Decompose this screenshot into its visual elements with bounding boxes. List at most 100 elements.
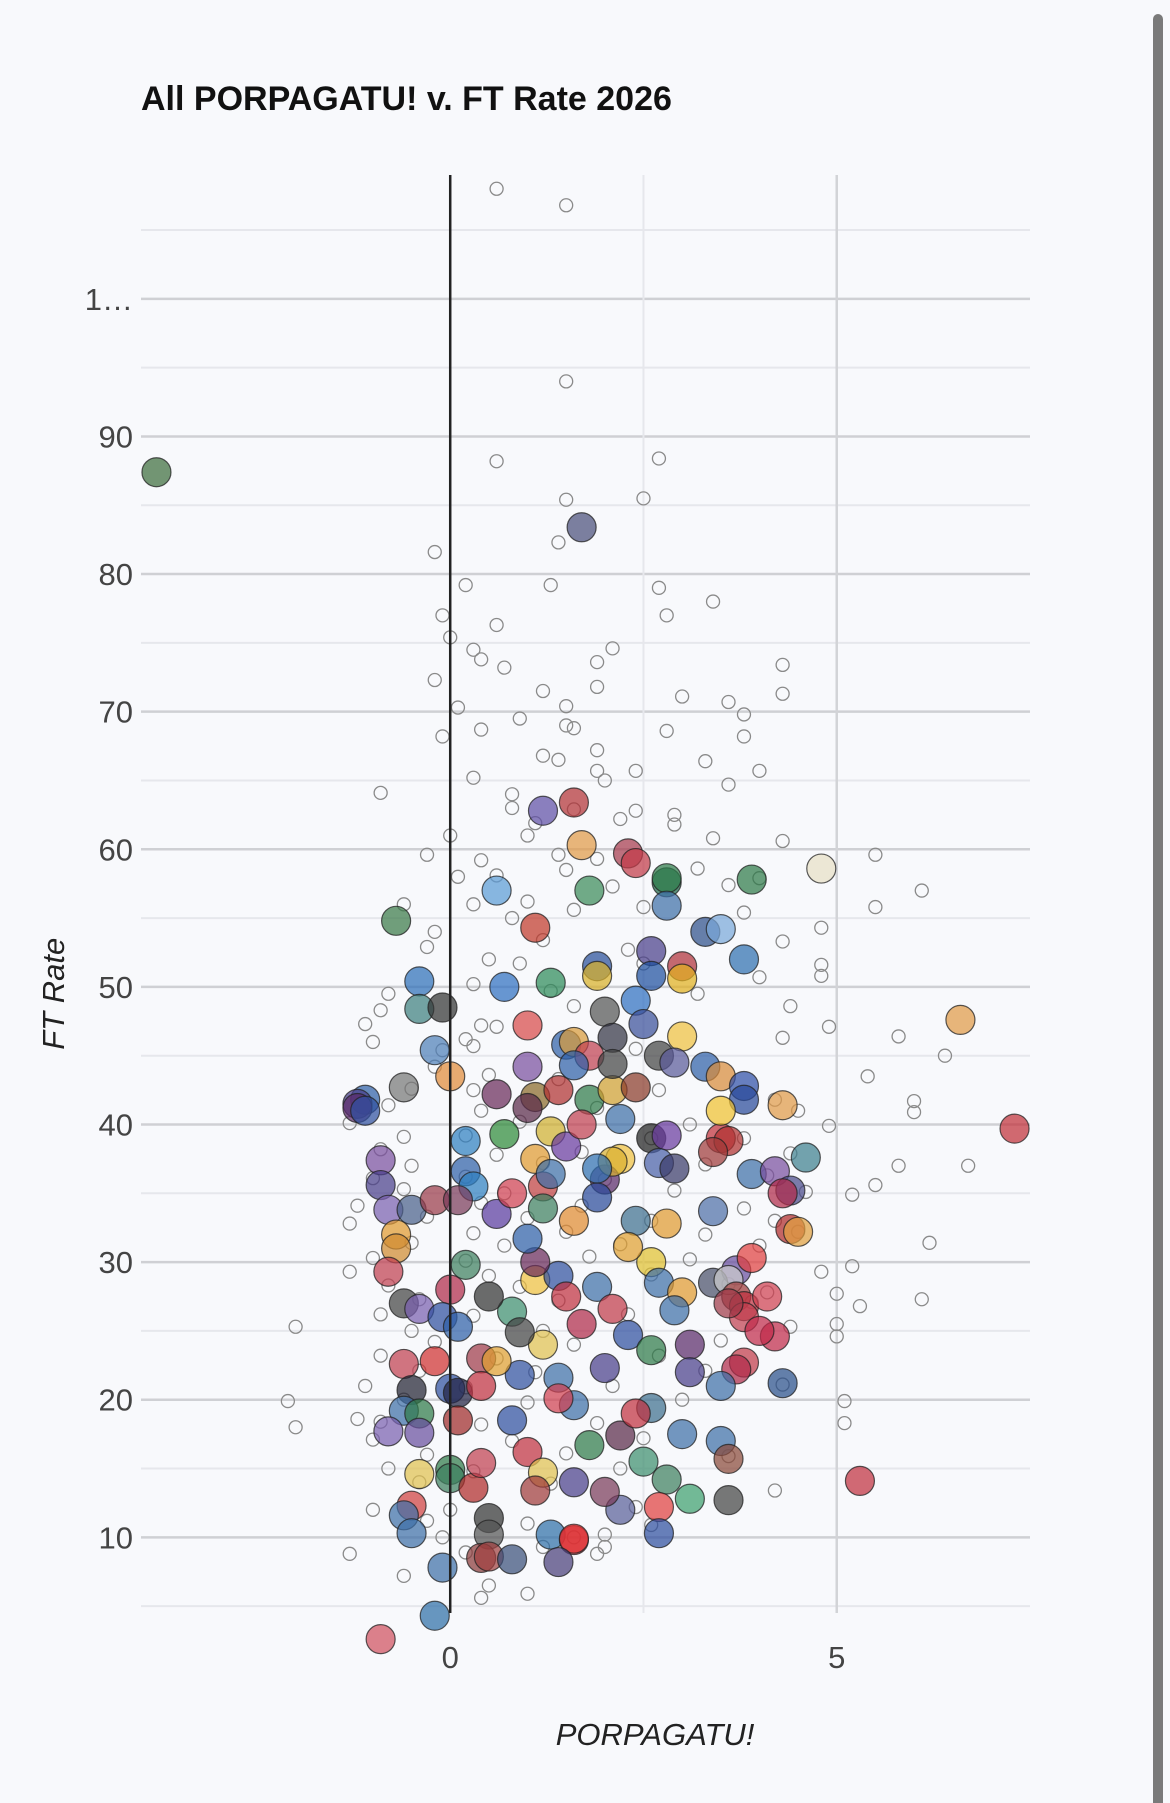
small-data-point — [628, 763, 643, 778]
small-data-point — [435, 729, 450, 744]
small-data-point — [651, 580, 667, 595]
large-data-point — [512, 1092, 543, 1124]
large-data-point — [404, 1458, 435, 1490]
small-data-point — [466, 1038, 481, 1054]
large-data-point — [481, 1079, 512, 1110]
large-data-point — [512, 1436, 543, 1468]
small-data-point — [535, 683, 551, 699]
large-data-point — [442, 1405, 474, 1436]
large-data-point — [504, 1317, 535, 1348]
small-data-point — [551, 535, 566, 550]
small-data-point — [597, 1539, 612, 1555]
large-data-point — [667, 1419, 698, 1450]
small-data-point — [559, 492, 574, 507]
large-data-point — [628, 1008, 659, 1040]
small-data-point — [682, 1252, 698, 1267]
large-data-point — [651, 890, 682, 921]
small-data-point — [559, 699, 574, 714]
small-data-point — [404, 1323, 419, 1339]
y-tick-label: 1… — [85, 282, 133, 317]
small-data-point — [829, 1286, 844, 1301]
large-data-point — [558, 787, 590, 818]
small-data-point — [651, 1082, 667, 1098]
small-data-point — [906, 1104, 922, 1120]
small-data-point — [775, 1030, 790, 1045]
large-data-point — [566, 830, 597, 861]
small-data-point — [489, 454, 504, 469]
large-data-point — [620, 1072, 651, 1103]
small-points-series — [280, 181, 976, 1606]
small-data-point — [597, 773, 612, 788]
large-data-point — [504, 1359, 535, 1391]
small-data-point — [559, 198, 574, 213]
small-data-point — [466, 1226, 481, 1241]
small-data-point — [466, 976, 481, 992]
large-data-point — [612, 1319, 644, 1351]
small-data-point — [690, 861, 705, 876]
small-data-point — [814, 920, 829, 935]
small-data-point — [821, 1118, 837, 1134]
large-data-point — [636, 960, 667, 991]
small-data-point — [605, 641, 620, 656]
small-data-point — [342, 1216, 357, 1231]
small-data-point — [589, 1546, 605, 1561]
small-data-point — [559, 862, 574, 878]
small-data-point — [891, 1029, 906, 1044]
small-data-point — [566, 902, 582, 917]
large-data-point — [527, 1193, 559, 1224]
small-data-point — [651, 451, 667, 466]
small-data-point — [906, 1093, 922, 1109]
large-data-point — [736, 1242, 767, 1274]
small-data-point — [713, 1333, 728, 1348]
large-data-point — [605, 1420, 636, 1451]
small-data-point — [721, 877, 736, 893]
chart-title: All PORPAGATU! v. FT Rate 2026 — [141, 80, 672, 118]
small-data-point — [698, 754, 713, 769]
small-data-point — [775, 657, 790, 673]
large-data-point — [481, 875, 512, 906]
small-data-point — [690, 986, 705, 1001]
small-data-point — [589, 679, 605, 695]
large-data-point — [651, 863, 682, 894]
large-data-point — [558, 1467, 590, 1498]
large-data-point — [744, 1315, 775, 1347]
small-data-point — [458, 1032, 473, 1047]
small-data-point — [628, 1041, 643, 1056]
small-data-point — [435, 608, 450, 623]
large-data-point — [782, 1216, 814, 1247]
large-data-point — [806, 853, 837, 884]
small-data-point — [559, 718, 574, 733]
small-data-point — [497, 660, 512, 675]
large-data-point — [350, 1095, 381, 1126]
large-data-point — [496, 1178, 528, 1209]
y-tick-label: 60 — [99, 832, 133, 867]
large-data-point — [481, 1346, 512, 1377]
small-data-point — [589, 851, 605, 867]
small-data-point — [497, 1238, 512, 1253]
small-data-point — [396, 1129, 411, 1145]
small-data-point — [419, 939, 435, 955]
small-data-point — [698, 1227, 713, 1242]
large-data-point — [659, 1295, 690, 1326]
large-data-point — [388, 1348, 419, 1380]
small-data-point — [373, 1348, 388, 1363]
small-data-point — [365, 1502, 381, 1517]
small-data-point — [636, 491, 651, 506]
large-data-point — [674, 1357, 705, 1388]
large-data-point — [381, 905, 412, 936]
small-data-point — [566, 721, 582, 736]
large-data-point — [520, 912, 551, 943]
small-data-point — [620, 942, 636, 957]
large-data-point — [419, 1600, 450, 1631]
large-data-point — [713, 1288, 744, 1319]
small-data-point — [427, 672, 442, 688]
y-tick-labels: 10 20 30 40 50 60 70 80 90 1… — [85, 282, 133, 1555]
large-data-point — [450, 1125, 481, 1157]
large-data-point — [659, 1153, 690, 1184]
large-data-point — [481, 1198, 512, 1230]
small-data-point — [427, 544, 442, 560]
small-data-point — [636, 899, 651, 915]
scrollbar[interactable] — [1153, 14, 1163, 1803]
small-data-point — [466, 897, 481, 912]
small-data-point — [381, 986, 396, 1001]
